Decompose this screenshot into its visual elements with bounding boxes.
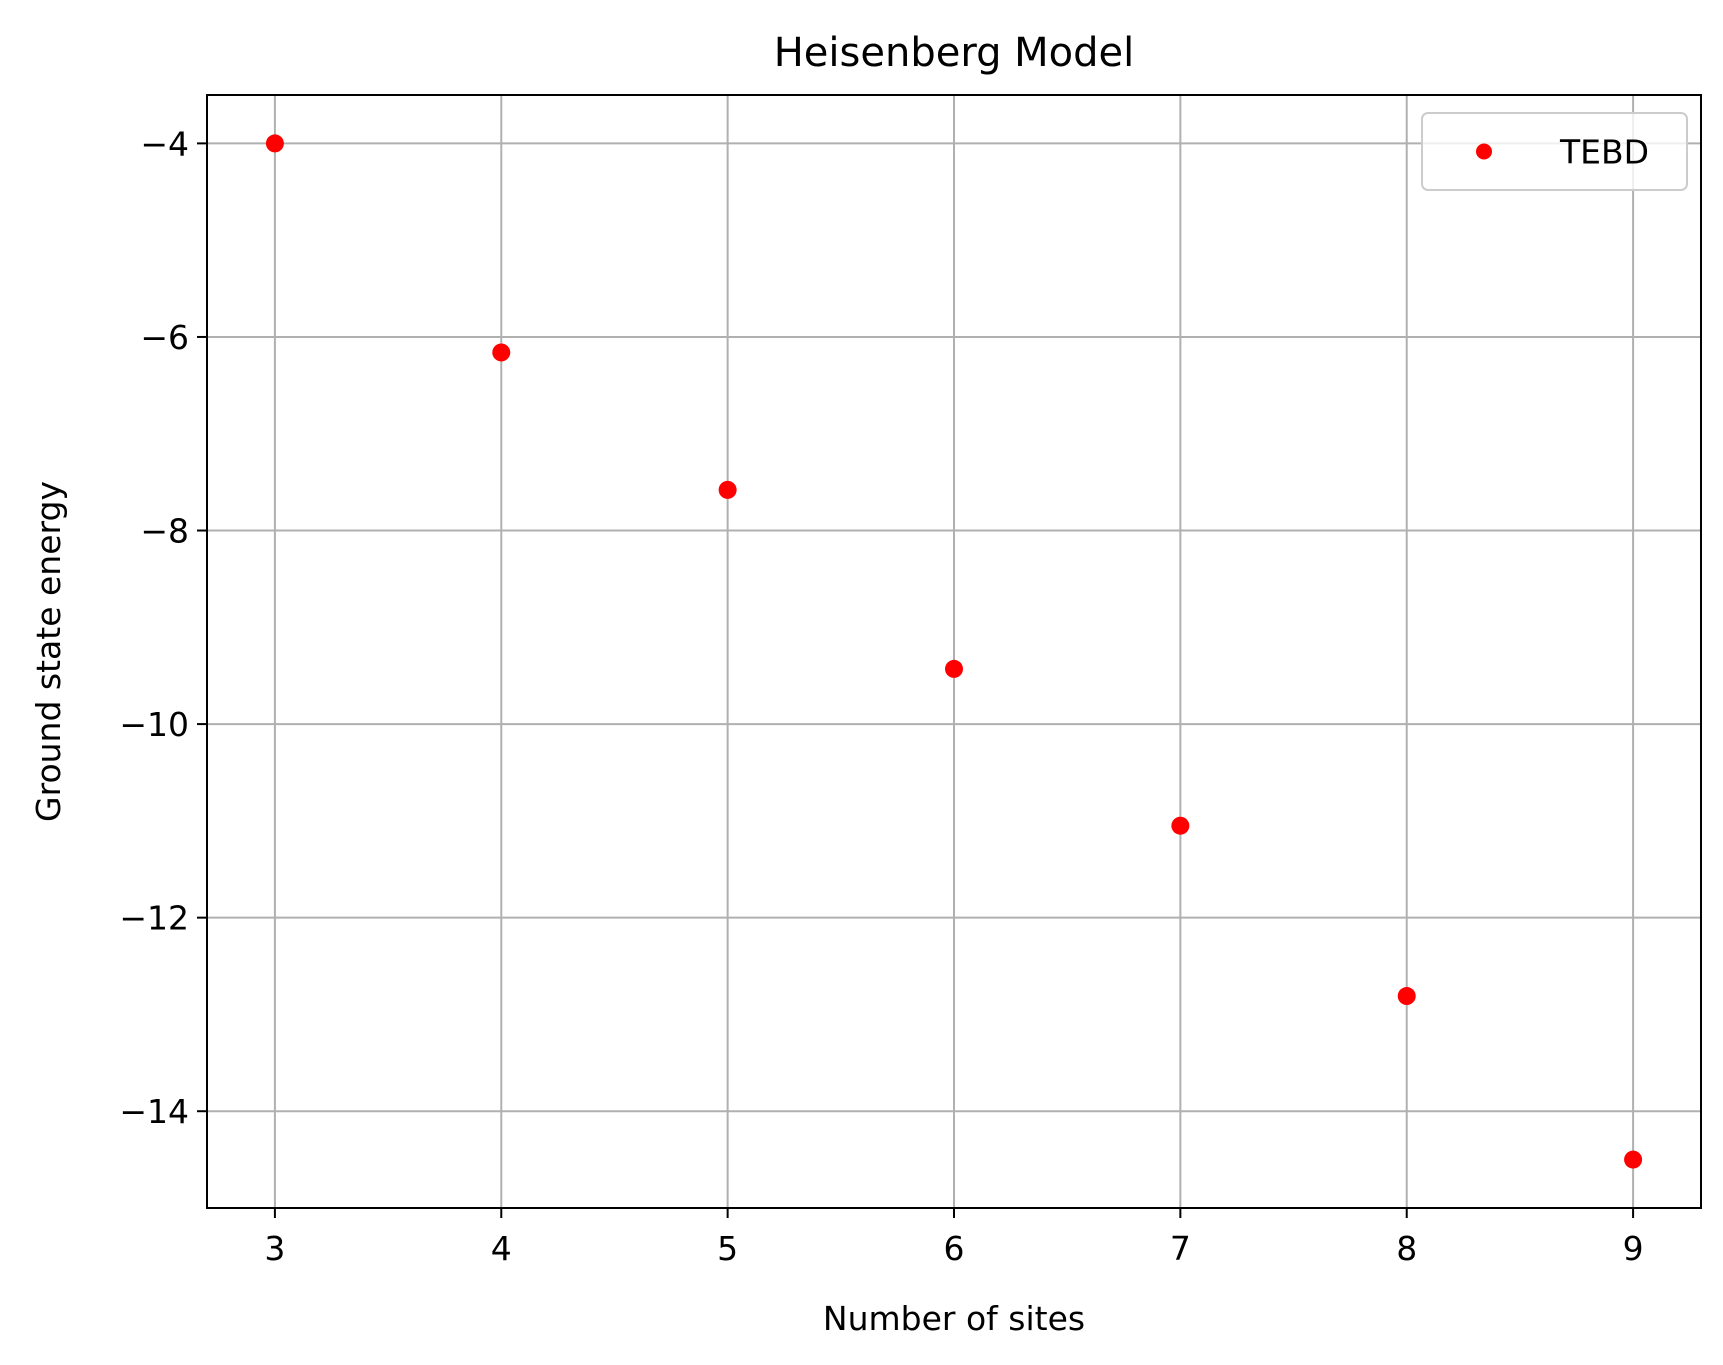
y-tick-label: −14 (119, 1092, 189, 1131)
x-axis-ticks: 3 4 5 6 7 8 9 (264, 1208, 1644, 1268)
x-tick-label: 4 (491, 1229, 512, 1268)
x-tick-label: 3 (264, 1229, 285, 1268)
legend-label-tebd: TEBD (1559, 133, 1649, 172)
y-tick-label: −6 (140, 318, 189, 357)
x-tick-label: 5 (717, 1229, 738, 1268)
data-point (945, 659, 963, 678)
y-tick-label: −4 (140, 124, 189, 163)
legend-box (1421, 112, 1688, 191)
data-point (492, 343, 511, 362)
data-point (1624, 1150, 1643, 1169)
x-tick-label: 9 (1623, 1229, 1644, 1268)
points-layer (265, 134, 1643, 1169)
data-point (1171, 816, 1190, 835)
y-axis-label: Ground state energy (29, 481, 68, 822)
grid-layer (207, 95, 1701, 1208)
y-axis-ticks: −4 −6 −8 −10 −12 −14 (119, 124, 207, 1131)
y-tick-label: −10 (119, 705, 189, 744)
legend: TEBD (1421, 112, 1688, 191)
x-tick-label: 7 (1170, 1229, 1191, 1268)
data-point (265, 134, 284, 153)
legend-marker-tebd (1476, 143, 1492, 160)
y-tick-label: −8 (140, 512, 189, 551)
x-tick-label: 8 (1396, 1229, 1417, 1268)
x-tick-label: 6 (944, 1229, 965, 1268)
data-point (1397, 987, 1416, 1006)
data-point (718, 480, 737, 499)
x-axis-label: Number of sites (823, 1299, 1085, 1338)
chart-title: Heisenberg Model (774, 30, 1135, 76)
y-tick-label: −12 (119, 899, 189, 938)
